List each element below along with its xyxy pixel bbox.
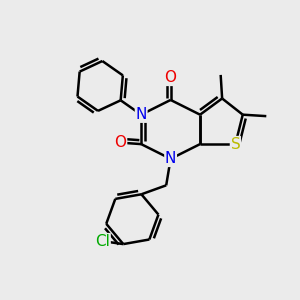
Text: S: S [230, 136, 240, 152]
Text: O: O [115, 135, 127, 150]
Text: N: N [165, 151, 176, 166]
Text: O: O [165, 70, 177, 86]
Text: Cl: Cl [95, 234, 110, 249]
Text: N: N [136, 107, 147, 122]
